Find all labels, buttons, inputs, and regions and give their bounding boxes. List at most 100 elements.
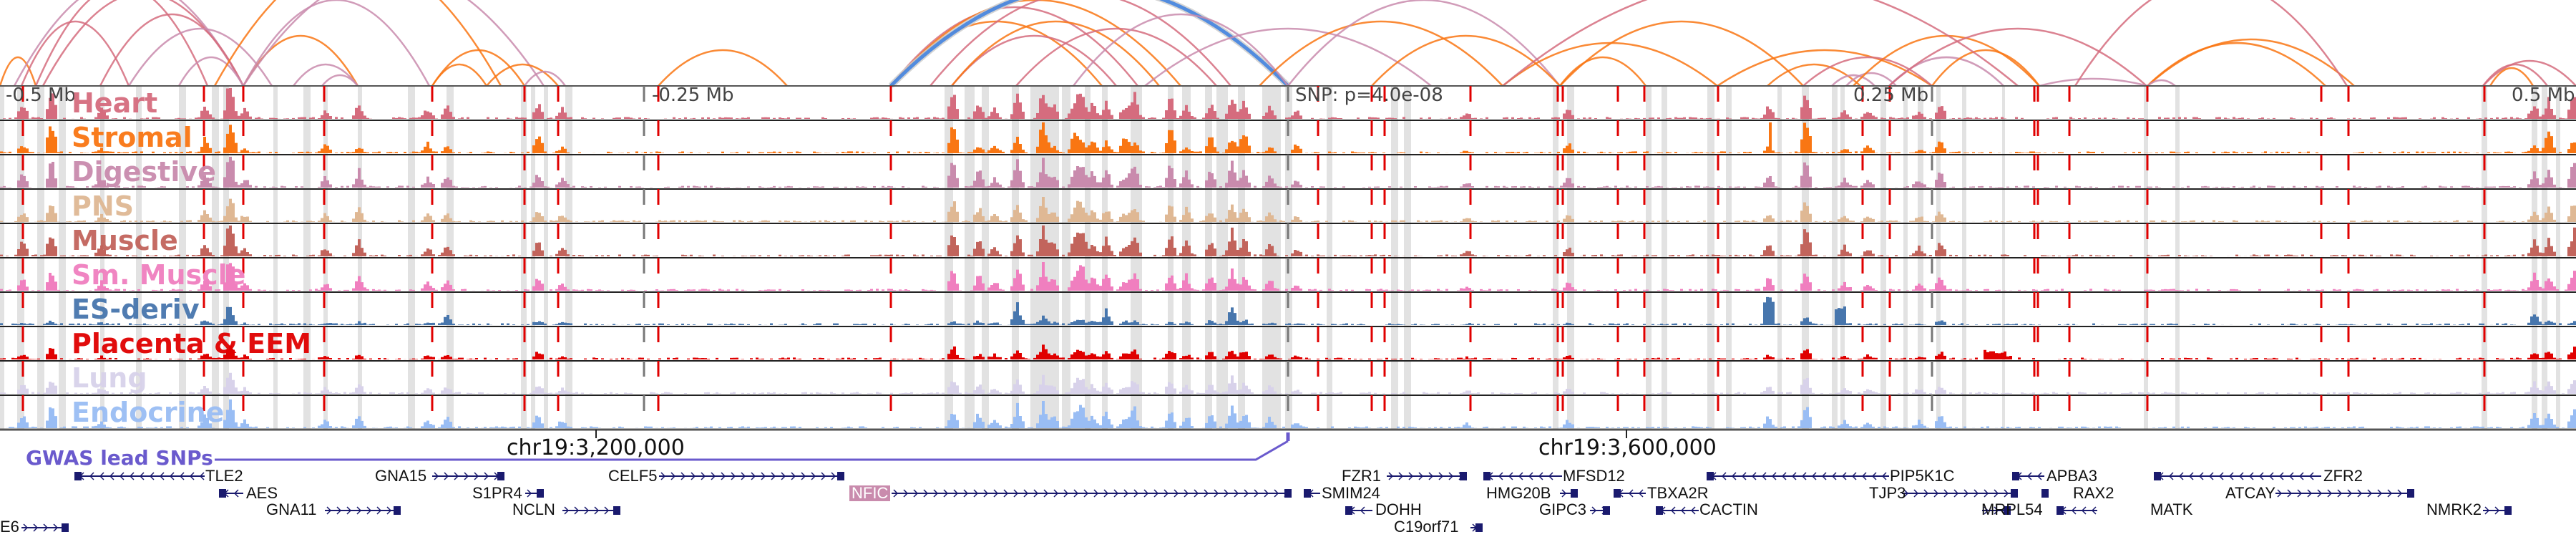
gene-model xyxy=(1656,506,1699,515)
strand-reverse-arrow xyxy=(1851,472,1857,480)
strand-forward-arrow xyxy=(933,489,939,498)
gene-exon xyxy=(394,506,401,515)
strand-forward-arrow xyxy=(1408,472,1414,480)
strand-forward-arrow xyxy=(43,523,49,532)
strand-forward-arrow xyxy=(791,472,796,480)
chromatin-loop xyxy=(1259,20,1503,87)
strand-forward-arrow xyxy=(474,472,479,480)
gene-exon xyxy=(1304,489,1311,498)
chromatin-loop xyxy=(213,0,502,87)
strand-forward-arrow xyxy=(53,523,59,532)
strand-reverse-arrow xyxy=(1811,472,1817,480)
strand-forward-arrow xyxy=(2347,489,2353,498)
track-label-stromal: Stromal xyxy=(72,122,192,153)
chromatin-loop xyxy=(431,49,526,87)
strand-forward-arrow xyxy=(574,506,580,515)
gene-label-smim24[interactable]: SMIM24 xyxy=(1322,484,1380,502)
axis-tick-minus-0-25mb: -0.25 Mb xyxy=(652,84,734,106)
strand-reverse-arrow xyxy=(1721,472,1727,480)
gene-exon xyxy=(2504,506,2512,515)
strand-forward-arrow xyxy=(993,489,999,498)
chromatin-loop xyxy=(0,56,37,87)
gene-model xyxy=(325,506,401,515)
gene-exon xyxy=(837,472,844,480)
chromatin-loop xyxy=(20,20,130,87)
gene-label-atcay[interactable]: ATCAY xyxy=(2225,484,2276,502)
strand-reverse-arrow xyxy=(2178,472,2184,480)
strand-reverse-arrow xyxy=(1528,472,1533,480)
strand-reverse-arrow xyxy=(1498,472,1503,480)
strand-forward-arrow xyxy=(1073,489,1079,498)
gene-label-mrpl54[interactable]: MRPL54 xyxy=(1981,500,2043,518)
strand-forward-arrow xyxy=(1974,489,1979,498)
gene-label-ncln[interactable]: NCLN xyxy=(512,500,555,518)
chromatin-loop xyxy=(1767,63,1861,87)
chromatin-loop xyxy=(1853,34,2040,87)
strand-forward-arrow xyxy=(1123,489,1129,498)
strand-forward-arrow xyxy=(23,523,29,532)
strand-forward-arrow xyxy=(801,472,806,480)
strand-reverse-arrow xyxy=(169,472,175,480)
strand-forward-arrow xyxy=(1033,489,1039,498)
strand-forward-arrow xyxy=(2484,506,2490,515)
gene-label-gna11[interactable]: GNA11 xyxy=(266,500,317,518)
gene-label-gna15[interactable]: GNA15 xyxy=(375,467,427,485)
coordinate-label-3200000: chr19:3,200,000 xyxy=(507,435,685,460)
gene-exon xyxy=(1345,506,1352,515)
gene-label-cactin[interactable]: CACTIN xyxy=(1699,500,1758,518)
snp-pvalue-label: SNP: p=4.0e-08 xyxy=(1295,84,1443,106)
strand-forward-arrow xyxy=(1953,489,1959,498)
gene-label-matk[interactable]: MATK xyxy=(2150,500,2193,518)
strand-forward-arrow xyxy=(2387,489,2393,498)
gene-label-aes[interactable]: AES xyxy=(246,484,278,502)
gene-exon xyxy=(2011,489,2018,498)
strand-forward-arrow xyxy=(1274,489,1279,498)
strand-forward-arrow xyxy=(1043,489,1049,498)
gene-label-s1pr4[interactable]: S1PR4 xyxy=(472,484,522,502)
gene-model xyxy=(659,472,844,480)
strand-forward-arrow xyxy=(1388,472,1394,480)
chromatin-loop xyxy=(1559,56,1646,87)
chromatin-loop xyxy=(1931,49,2040,87)
chromatin-loop xyxy=(523,70,567,87)
gene-label-nfic[interactable]: NFIC xyxy=(849,485,891,501)
gene-label-tbxa2r[interactable]: TBXA2R xyxy=(1647,484,1709,502)
strand-reverse-arrow xyxy=(1680,506,1686,515)
gene-label-dohh[interactable]: DOHH xyxy=(1375,500,1422,518)
chromatin-loop xyxy=(1015,27,1217,87)
gene-label-rax2[interactable]: RAX2 xyxy=(2073,484,2114,502)
gene-label-zfr2[interactable]: ZFR2 xyxy=(2323,467,2363,485)
gene-label-tjp3[interactable]: TJP3 xyxy=(1869,484,1906,502)
gene-label-tle6[interactable]: E6 xyxy=(0,518,19,536)
gene-label-pip5k1c[interactable]: PIP5K1C xyxy=(1890,467,1955,485)
strand-forward-arrow xyxy=(2327,489,2333,498)
chromatin-loop xyxy=(951,34,1117,87)
chromatin-loop xyxy=(1717,49,1933,87)
strand-reverse-arrow xyxy=(1781,472,1787,480)
strand-forward-arrow xyxy=(2297,489,2303,498)
gene-label-nmrk2[interactable]: NMRK2 xyxy=(2426,500,2482,518)
strand-reverse-arrow xyxy=(1638,489,1644,498)
gene-label-fzr1[interactable]: FZR1 xyxy=(1342,467,1381,485)
track-label-endocrine: Endocrine xyxy=(72,397,225,428)
chromatin-loop xyxy=(2489,67,2534,87)
strand-forward-arrow xyxy=(454,472,459,480)
gene-label-c19orf71[interactable]: C19orf71 xyxy=(1394,518,1459,536)
strand-forward-arrow xyxy=(434,472,439,480)
strand-reverse-arrow xyxy=(1518,472,1523,480)
signal-tracks xyxy=(0,85,2576,431)
gene-label-tle2[interactable]: TLE2 xyxy=(205,467,243,485)
gene-model xyxy=(21,523,69,532)
strand-reverse-arrow xyxy=(2218,472,2224,480)
gene-label-gipc3[interactable]: GIPC3 xyxy=(1539,500,1587,518)
strand-reverse-arrow xyxy=(1821,472,1827,480)
gene-label-hmg20b[interactable]: HMG20B xyxy=(1486,484,1551,502)
gene-label-mfsd12[interactable]: MFSD12 xyxy=(1563,467,1625,485)
strand-forward-arrow xyxy=(1428,472,1434,480)
strand-forward-arrow xyxy=(983,489,989,498)
chromatin-loop xyxy=(13,0,245,87)
gene-label-apba3[interactable]: APBA3 xyxy=(2046,467,2097,485)
chromatin-loop xyxy=(2039,77,2148,87)
strand-forward-arrow xyxy=(691,472,696,480)
gene-label-celf5[interactable]: CELF5 xyxy=(608,467,658,485)
